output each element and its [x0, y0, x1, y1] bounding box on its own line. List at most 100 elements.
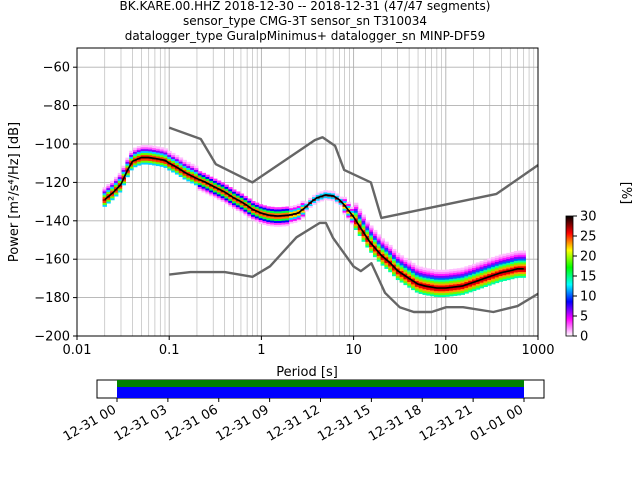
- density-cell: [247, 213, 252, 217]
- density-cell: [502, 276, 507, 280]
- density-cell: [152, 159, 157, 162]
- density-cell: [182, 167, 187, 170]
- density-cell: [487, 262, 492, 265]
- density-cell: [232, 206, 237, 210]
- density-cell: [411, 282, 416, 285]
- density-cell: [498, 258, 504, 261]
- density-cell: [471, 275, 477, 278]
- nlnm-line: [169, 221, 539, 314]
- density-cell: [171, 166, 176, 169]
- density-cell: [262, 209, 267, 212]
- density-cell: [369, 229, 374, 232]
- density-cell: [319, 191, 325, 194]
- density-cell: [437, 277, 443, 280]
- density-cell: [452, 280, 458, 283]
- density-cell: [452, 282, 458, 285]
- density-cell: [334, 201, 340, 204]
- density-cell: [258, 210, 264, 213]
- density-cell: [292, 207, 298, 210]
- density-cell: [475, 275, 481, 279]
- density-cell: [281, 210, 286, 214]
- density-cell: [353, 218, 359, 221]
- density-cell: [182, 175, 187, 178]
- density-cell: [258, 219, 264, 222]
- density-cell: [376, 236, 382, 239]
- density-cell: [418, 291, 424, 294]
- density-cell: [125, 165, 130, 168]
- density-cell: [270, 216, 275, 219]
- density-cell: [148, 145, 153, 148]
- density-cell: [510, 265, 515, 268]
- density-cell: [243, 211, 248, 214]
- colorbar-tick-label: 10: [580, 290, 597, 305]
- density-cell: [350, 220, 355, 223]
- density-cell: [491, 260, 496, 264]
- density-cell: [426, 270, 431, 273]
- density-cell: [479, 280, 485, 283]
- density-cell: [152, 163, 157, 166]
- density-cell: [498, 254, 504, 257]
- density-cell: [426, 287, 431, 290]
- density-cell: [319, 199, 325, 202]
- density-cell: [159, 156, 165, 160]
- density-cell: [464, 270, 469, 273]
- density-cell: [342, 208, 347, 211]
- density-cell: [502, 269, 507, 272]
- density-cell: [213, 178, 218, 181]
- density-cell: [365, 231, 370, 235]
- density-cell: [209, 176, 214, 179]
- density-cell: [380, 244, 385, 247]
- density-cell: [365, 220, 370, 223]
- density-cell: [148, 149, 153, 152]
- density-cell: [426, 283, 431, 287]
- density-cell: [129, 158, 134, 161]
- density-cell: [422, 273, 427, 276]
- density-cell: [433, 281, 439, 284]
- density-cell: [437, 275, 443, 278]
- density-cell: [392, 273, 397, 277]
- density-cell: [315, 198, 321, 201]
- density-cell: [464, 279, 469, 283]
- density-cell: [209, 180, 214, 183]
- density-cell: [209, 188, 214, 191]
- density-cell: [479, 268, 485, 272]
- density-cell: [502, 272, 507, 276]
- density-cell: [388, 264, 393, 267]
- density-cell: [403, 269, 408, 272]
- density-cell: [430, 288, 435, 291]
- density-cell: [426, 268, 431, 271]
- density-cell: [376, 234, 382, 237]
- density-cell: [510, 255, 515, 259]
- density-cell: [369, 240, 374, 244]
- density-cell: [235, 208, 241, 212]
- density-cell: [342, 202, 347, 205]
- density-cell: [220, 195, 226, 199]
- density-cell: [273, 218, 279, 222]
- density-cell: [392, 250, 397, 254]
- density-cell: [372, 249, 378, 252]
- density-cell: [483, 282, 488, 286]
- density-cell: [502, 263, 507, 266]
- density-cell: [449, 282, 454, 285]
- density-cell: [414, 274, 420, 278]
- density-cell: [437, 285, 443, 288]
- density-cell: [452, 284, 458, 287]
- density-cell: [163, 157, 168, 161]
- density-cell: [235, 206, 241, 210]
- density-cell: [353, 221, 359, 225]
- density-cell: [224, 184, 229, 187]
- density-cell: [220, 193, 226, 197]
- density-cell: [232, 189, 237, 192]
- density-cell: [216, 182, 222, 185]
- density-cell: [452, 289, 458, 293]
- density-cell: [392, 270, 397, 273]
- density-cell: [494, 280, 500, 284]
- density-cell: [144, 148, 149, 152]
- density-cell: [491, 270, 496, 273]
- density-cell: [136, 147, 142, 151]
- density-cell: [239, 208, 245, 212]
- density-cell: [384, 245, 389, 248]
- density-cell: [388, 248, 393, 252]
- density-cell: [327, 192, 332, 195]
